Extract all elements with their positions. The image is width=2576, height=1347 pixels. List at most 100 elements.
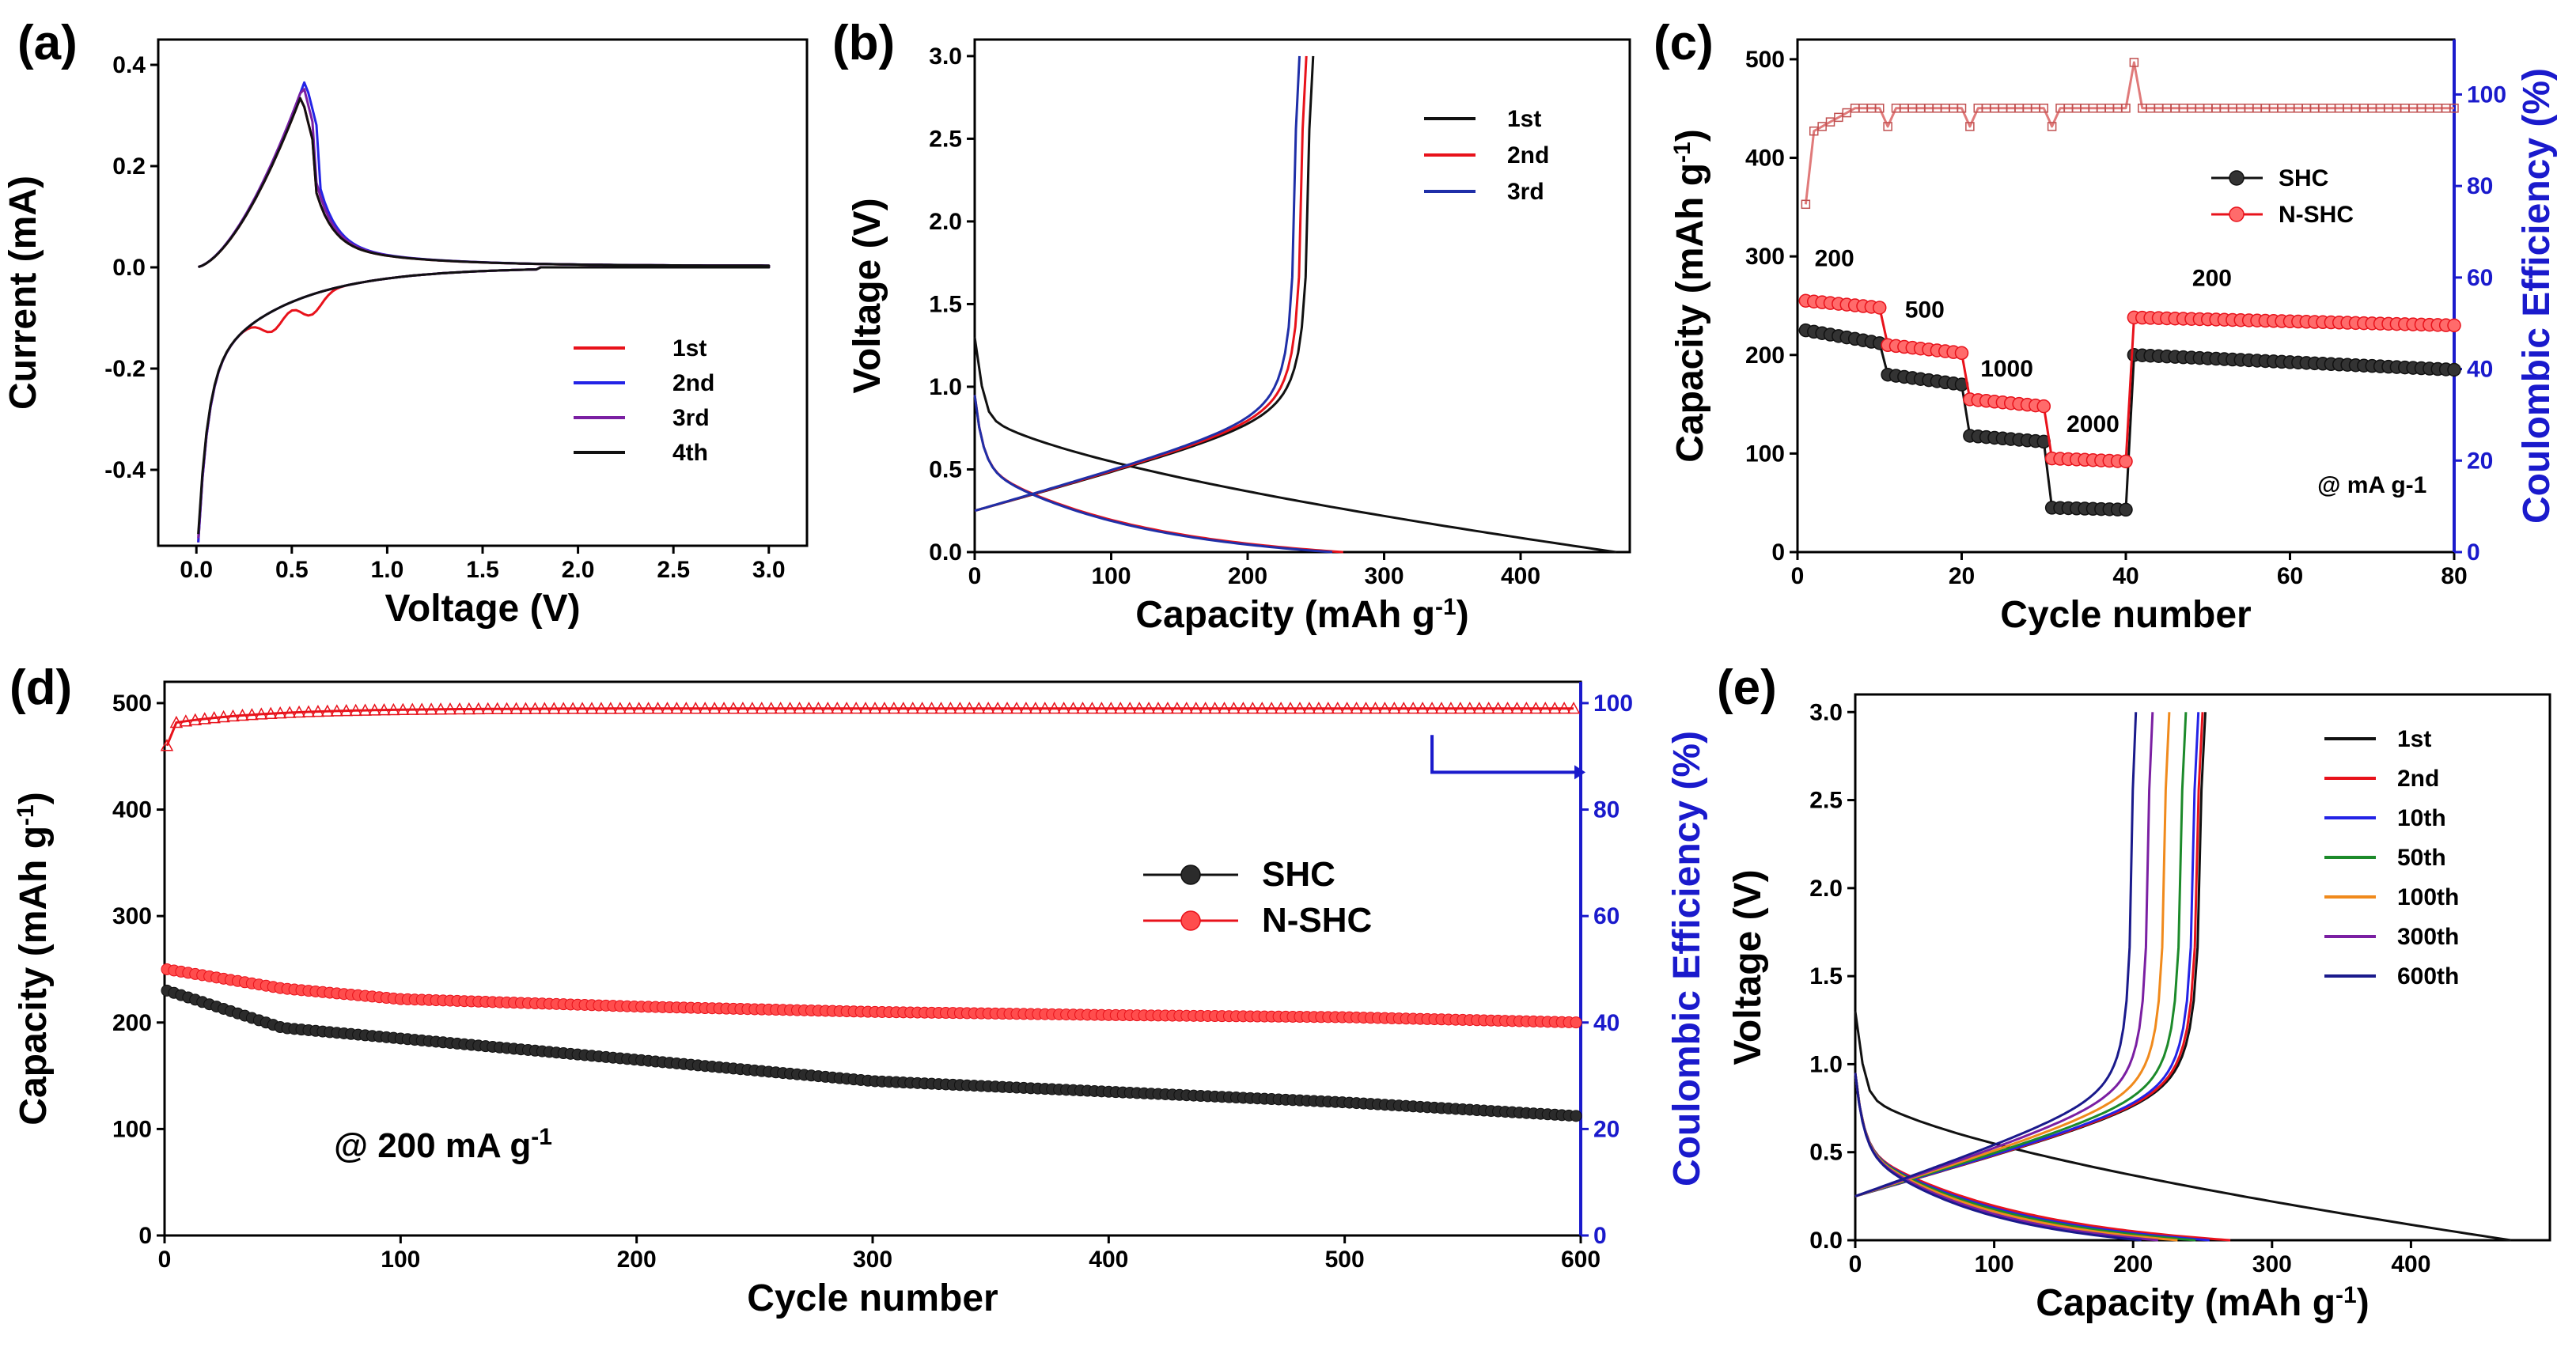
ce-marker (1199, 702, 1212, 714)
ce-marker (556, 702, 570, 714)
ce-marker (651, 702, 665, 714)
y2-tick-label: 100 (2467, 81, 2506, 108)
charge-curve-300th (1854, 712, 2154, 1198)
ce-marker (1085, 702, 1099, 714)
discharge-curve-3rd (973, 395, 1333, 554)
ce-marker (1529, 702, 1543, 714)
legend-label-300th: 300th (2397, 924, 2459, 950)
ce-marker (1142, 702, 1156, 714)
ce-marker (1340, 702, 1354, 714)
ce-marker (330, 704, 344, 717)
ce-marker (1189, 702, 1203, 714)
legend-label-1st: 1st (672, 335, 707, 361)
ce-marker (707, 702, 722, 714)
legend-label-600th: 600th (2397, 963, 2459, 989)
ce-marker (783, 702, 797, 714)
legend-marker-SHC (2229, 170, 2245, 186)
legend-label-2nd: 2nd (1507, 142, 1549, 168)
ce-marker (1180, 702, 1194, 714)
capacity-point-SHC (2119, 502, 2133, 517)
ce-marker (160, 739, 174, 751)
x-axis-label: Cycle number (2000, 594, 2251, 636)
ce-marker (273, 706, 287, 719)
ce-marker (1302, 702, 1316, 714)
ce-marker (1434, 702, 1449, 714)
ce-marker (1463, 702, 1477, 714)
ce-marker (2129, 58, 2139, 67)
x-tick-label: 0 (1849, 1251, 1862, 1277)
discharge-curve-1st (973, 337, 1617, 554)
current-unit-note: @ mA g-1 (2317, 472, 2426, 498)
ce-marker (1283, 702, 1297, 714)
ce-marker (405, 702, 419, 715)
ce-marker (1396, 702, 1411, 714)
legend-label-2nd: 2nd (2397, 766, 2439, 792)
ce-marker (1010, 702, 1024, 714)
ce-marker (991, 702, 1005, 714)
x-tick-label: 0 (1791, 563, 1805, 589)
ce-marker (282, 706, 297, 718)
panel-d: 0 100 200 300 400 500 600010020030040050002040… (9, 660, 1708, 1319)
panel-a: 0.0 0.5 1.0 1.5 2.0 2.5 3.0 -0.4 -0.2 0.0 0.2 0.4 Vo… (2, 16, 809, 630)
legend-label-3rd: 3rd (1507, 179, 1544, 205)
legend-label-SHC: SHC (2279, 165, 2328, 191)
x-tick-label: 200 (2113, 1251, 2153, 1277)
ce-marker (2039, 104, 2048, 113)
plot-frame (157, 38, 809, 547)
legend-label-1st: 1st (1507, 106, 1541, 132)
ce-marker (896, 702, 911, 714)
ce-marker (538, 702, 551, 714)
charge-curve-10th (1854, 712, 2200, 1198)
ce-marker (1019, 702, 1033, 714)
x-tick-label: 400 (1501, 563, 1540, 589)
ce-marker (491, 702, 504, 714)
legend-label-2nd: 2nd (672, 370, 714, 396)
ce-marker (1369, 702, 1382, 714)
ce-marker (925, 702, 938, 714)
charge-curve-600th (1854, 712, 2138, 1198)
ce-marker (887, 702, 901, 714)
y-tick-label: 200 (112, 1010, 152, 1036)
ce-marker (368, 703, 381, 716)
y2-tick-label: 80 (1593, 797, 1619, 823)
legend-label-100th: 100th (2397, 884, 2459, 910)
ce-marker (547, 702, 561, 714)
ce-marker (1801, 199, 1811, 210)
panel-label: (e) (1717, 660, 1777, 715)
ce-marker (1076, 702, 1089, 714)
y2-tick-label: 40 (2467, 357, 2493, 383)
ce-marker (915, 702, 929, 714)
x-tick-label: 0.0 (180, 557, 213, 583)
ce-marker (821, 702, 835, 714)
charge-curve-1st (1854, 712, 2207, 1198)
ce-marker (802, 702, 816, 714)
rate-label-2000: 2000 (2066, 411, 2120, 437)
x-tick-label: 0 (968, 563, 982, 589)
y-tick-label: 0.0 (929, 539, 962, 566)
ce-axis-arrowhead (1574, 765, 1586, 780)
ce-marker (575, 702, 589, 714)
y-tick-label: 2.5 (1809, 788, 1843, 814)
x-tick-label: 60 (2277, 563, 2303, 589)
capacity-point-N-SHC (1873, 301, 1887, 315)
x-axis-label: Voltage (V) (385, 588, 580, 630)
capacity-point-N-SHC (2036, 399, 2051, 414)
ce-marker (661, 702, 674, 714)
ce-marker (1047, 702, 1061, 714)
charge-curve-50th (1854, 712, 2188, 1198)
ce-marker (632, 702, 646, 714)
y-tick-label: 2.0 (1809, 876, 1843, 902)
ce-marker (1510, 702, 1524, 714)
ce-marker (236, 708, 249, 721)
ce-marker (198, 712, 211, 725)
ce-marker (2047, 122, 2057, 131)
ce-axis-arrow (1430, 735, 1577, 774)
ce-marker (1227, 702, 1241, 714)
ce-marker (1406, 702, 1420, 714)
y-tick-label: 0 (1771, 539, 1785, 566)
y-tick-label: 200 (1745, 342, 1785, 369)
ce-marker (1331, 702, 1344, 714)
ce-marker (1274, 702, 1288, 714)
ce-marker (1104, 702, 1118, 714)
